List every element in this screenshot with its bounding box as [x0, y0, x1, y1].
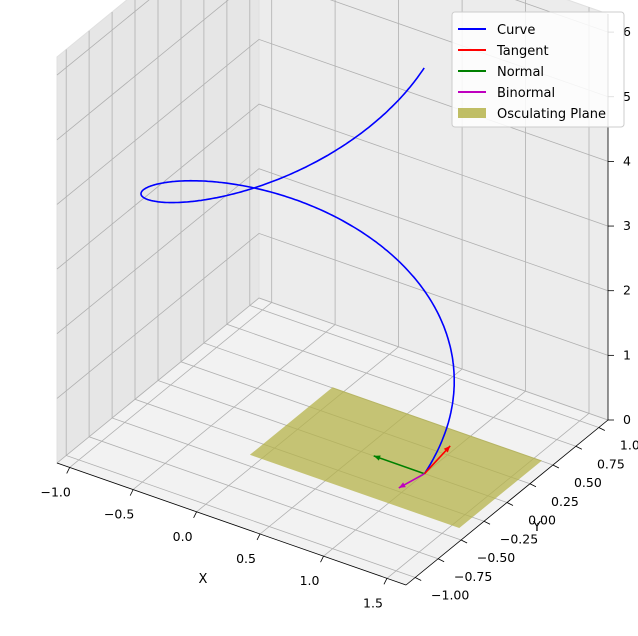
normal-vector — [373, 455, 425, 475]
binormal-arrowhead — [398, 482, 406, 488]
grid-line-z — [56, 232, 609, 399]
y-tick-label: 0.75 — [597, 456, 625, 471]
grid-line-z — [56, 297, 609, 464]
legend-label: Tangent — [496, 44, 549, 59]
y-tick-mark — [460, 539, 468, 544]
osculating-plane — [249, 387, 542, 528]
y-tick-label: 0.25 — [551, 494, 579, 509]
x-axis-label: X — [199, 572, 208, 587]
legend-label: Binormal — [497, 86, 555, 101]
legend-swatch — [458, 108, 486, 118]
x-tick-mark — [129, 489, 134, 496]
y-tick-label: 1.00 — [620, 438, 638, 453]
x-tick-mark — [66, 467, 71, 474]
z-tick-label: 2 — [623, 283, 631, 298]
z-tick-label: 5 — [623, 89, 631, 104]
x-tick-mark — [256, 533, 261, 541]
x-tick-label: −1.0 — [41, 484, 71, 499]
y-tick-label: −1.00 — [431, 588, 469, 603]
x-tick-label: −0.5 — [104, 507, 134, 522]
legend-label: Osculating Plane — [497, 107, 606, 122]
y-tick-label: 0.50 — [574, 475, 602, 490]
y-tick-mark — [506, 502, 514, 506]
legend-label: Curve — [497, 23, 535, 38]
x-tick-label: 0.0 — [173, 529, 193, 544]
y-tick-mark — [598, 427, 605, 431]
x-tick-label: 0.5 — [236, 551, 256, 566]
grid-line-z — [56, 0, 609, 76]
x-tick-mark — [193, 511, 197, 518]
y-tick-label: −0.50 — [477, 550, 515, 565]
legend: Curve Tangent Normal Binormal Osculating Pla… — [451, 11, 625, 128]
z-tick-label: 3 — [623, 218, 631, 233]
normal-arrowhead — [373, 455, 381, 461]
y-tick-mark — [483, 520, 491, 525]
x-tick-label: 1.5 — [363, 595, 383, 610]
z-tick-label: 4 — [623, 153, 631, 168]
y-tick-mark — [437, 558, 445, 563]
legend-box — [451, 11, 625, 128]
y-tick-label: −0.25 — [500, 531, 538, 546]
z-tick-label: 1 — [623, 347, 631, 362]
z-tick-label: 6 — [623, 24, 631, 39]
y-axis-label: Y — [532, 520, 541, 535]
legend-label: Normal — [497, 65, 544, 80]
gridlines — [56, 0, 609, 579]
y-tick-label: −0.75 — [454, 569, 492, 584]
x-tick-label: 1.0 — [300, 573, 320, 588]
y-tick-mark — [552, 464, 560, 469]
y-tick-label: 0.00 — [528, 513, 556, 528]
y-tick-mark — [575, 445, 583, 450]
curve-line — [140, 67, 456, 475]
z-tick-label: 0 — [623, 412, 631, 427]
grid-line-z — [56, 168, 609, 335]
x-axis-line — [56, 462, 407, 586]
y-tick-mark — [415, 577, 422, 581]
grid-line-z — [56, 103, 609, 270]
tangent-arrowhead — [443, 445, 451, 453]
x-tick-mark — [383, 578, 388, 585]
plot-area — [140, 67, 542, 528]
x-tick-mark — [320, 555, 324, 563]
y-tick-mark — [529, 483, 537, 488]
